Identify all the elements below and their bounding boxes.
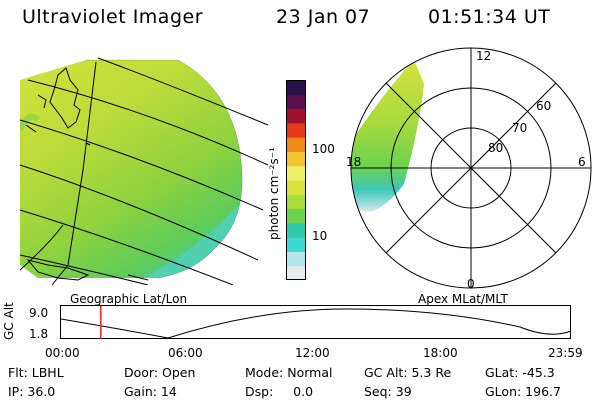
colorbar-cell xyxy=(286,151,306,167)
lat-60-label: 60 xyxy=(536,99,551,113)
altitude-xtick-0: 00:00 xyxy=(45,346,80,360)
apex-map-label: Apex MLat/MLT xyxy=(418,292,508,306)
seq-info: Seq: 39 xyxy=(364,384,412,399)
colorbar-cell xyxy=(286,222,306,238)
altitude-ymax: 9.0 xyxy=(29,306,49,320)
ip-info: IP: 36.0 xyxy=(8,384,56,399)
time-label: 01:51:34 UT xyxy=(428,6,551,28)
flt-info: Flt: LBHL xyxy=(8,365,64,380)
altitude-xtick-4: 23:59 xyxy=(548,346,583,360)
geographic-map-label: Geographic Lat/Lon xyxy=(70,292,188,306)
colorbar xyxy=(286,80,306,280)
geographic-map xyxy=(19,57,269,285)
colorbar-cell xyxy=(286,137,306,152)
colorbar-cell xyxy=(286,80,306,95)
mlt-0-label: 0 xyxy=(467,277,475,291)
glat-info: GLat: -45.3 xyxy=(485,365,555,380)
altitude-ymin: 1.8 xyxy=(29,327,49,341)
colorbar-unit-label: photon cm⁻²s⁻¹ xyxy=(267,147,281,240)
glon-info: GLon: 196.7 xyxy=(485,384,561,399)
lat-80-label: 80 xyxy=(488,141,503,155)
colorbar-cell xyxy=(286,108,306,124)
altitude-plot xyxy=(60,305,572,339)
colorbar-cell xyxy=(286,251,306,267)
polar-mlt-plot: 12 18 6 0 60 70 80 xyxy=(346,47,592,291)
mlt-18-label: 18 xyxy=(346,155,361,169)
lat-70-label: 70 xyxy=(512,121,527,135)
colorbar-cell xyxy=(286,237,306,252)
colorbar-tick-100: 100 xyxy=(312,142,335,156)
gain-info: Gain: 14 xyxy=(124,384,177,399)
colorbar-cell xyxy=(286,265,306,280)
altitude-ylabel: GC Alt xyxy=(2,302,16,340)
colorbar-cell xyxy=(286,194,306,210)
colorbar-cell xyxy=(286,94,306,110)
altitude-xtick-2: 12:00 xyxy=(295,346,330,360)
door-info: Door: Open xyxy=(124,365,196,380)
colorbar-tick-10: 10 xyxy=(312,229,328,243)
dsp-info: Dsp: 0.0 xyxy=(245,384,314,399)
altitude-xtick-3: 18:00 xyxy=(423,346,458,360)
instrument-title: Ultraviolet Imager xyxy=(22,6,204,28)
altitude-xtick-1: 06:00 xyxy=(168,346,203,360)
gc-alt-info: GC Alt: 5.3 Re xyxy=(364,365,452,380)
colorbar-cell xyxy=(286,180,306,195)
date-label: 23 Jan 07 xyxy=(276,6,371,28)
mlt-12-label: 12 xyxy=(476,49,491,63)
mode-info: Mode: Normal xyxy=(245,365,333,380)
colorbar-cell xyxy=(286,208,306,224)
colorbar-cell xyxy=(286,165,306,181)
mlt-6-label: 6 xyxy=(578,155,586,169)
colorbar-cell xyxy=(286,122,306,138)
